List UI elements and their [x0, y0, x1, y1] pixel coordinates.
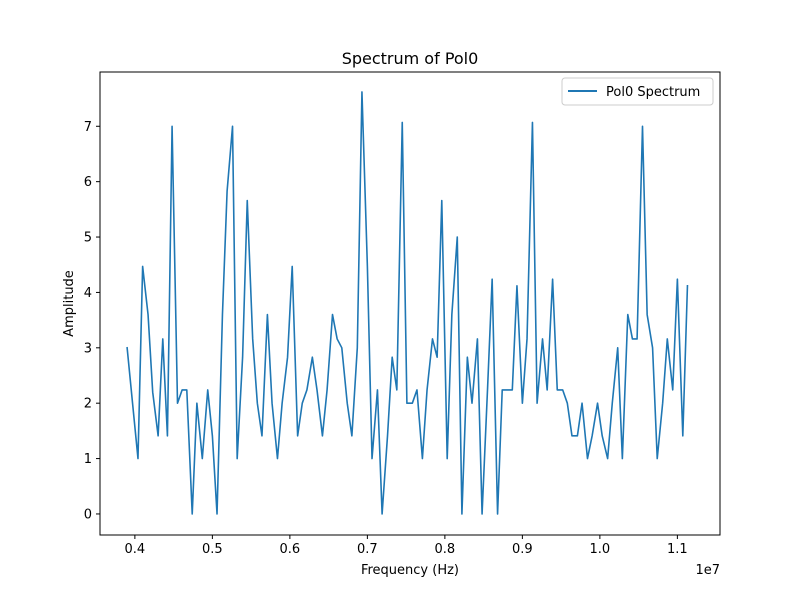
y-tick-label: 2	[84, 397, 92, 412]
x-tick-label: 1.0	[590, 542, 611, 557]
y-tick-label: 1	[84, 452, 92, 467]
axes-background	[100, 72, 720, 535]
y-tick-label: 0	[84, 507, 92, 522]
x-tick-label: 1.1	[667, 542, 688, 557]
legend-label: Pol0 Spectrum	[606, 85, 700, 100]
legend: Pol0 Spectrum	[561, 77, 714, 106]
x-tick-label: 0.9	[512, 542, 533, 557]
plot-area	[99, 71, 721, 536]
y-tick-label: 3	[84, 341, 92, 356]
series-layer	[126, 91, 689, 515]
y-axis: 0 1 2 3 4 5 6 7	[84, 120, 100, 522]
y-tick-label: 4	[84, 286, 92, 301]
chart-title: Spectrum of Pol0	[342, 49, 479, 68]
series-line-0	[126, 91, 689, 515]
x-tick-label: 0.8	[435, 542, 456, 557]
y-tick-label: 7	[84, 120, 92, 135]
x-tick-label: 0.6	[280, 542, 301, 557]
x-tick-label: 0.4	[125, 542, 146, 557]
y-axis-label: Amplitude	[62, 270, 77, 337]
legend-box	[561, 77, 714, 106]
x-axis-label: Frequency (Hz)	[361, 563, 459, 578]
axes-frame	[99, 71, 721, 536]
x-axis-offset-label: 1e7	[695, 563, 720, 578]
x-tick-label: 0.5	[202, 542, 223, 557]
y-tick-label: 5	[84, 231, 92, 246]
x-axis: 0.4 0.5 0.6 0.7 0.8 0.9 1.0 1.1	[125, 535, 688, 557]
y-tick-label: 6	[84, 175, 92, 190]
x-tick-label: 0.7	[357, 542, 378, 557]
